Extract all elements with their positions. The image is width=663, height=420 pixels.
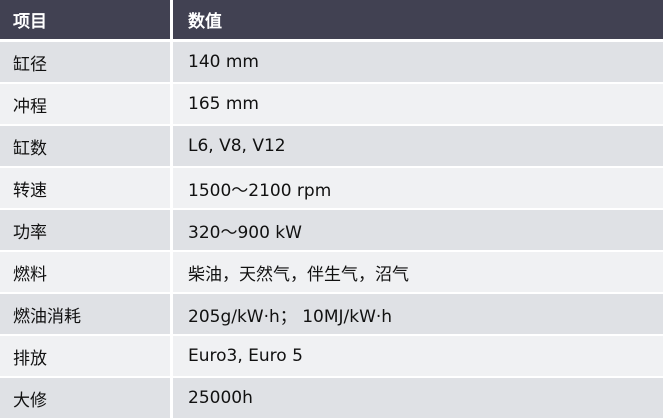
table-body: 缸径 140 mm 冲程 165 mm 缸数 L6, V8, V12 转速 1500～2100… — [0, 42, 663, 418]
value-cell: 320～900 kW — [173, 210, 663, 250]
item-cell: 转速 — [0, 168, 170, 208]
item-cell: 燃油消耗 — [0, 294, 170, 334]
table-row: 冲程 165 mm — [0, 84, 663, 124]
value-cell: 140 mm — [173, 42, 663, 82]
item-cell: 燃料 — [0, 252, 170, 292]
value-cell: 1500～2100 rpm — [173, 168, 663, 208]
value-cell: 25000h — [173, 378, 663, 418]
table-row: 燃料 柴油，天然气，伴生气，沼气 — [0, 252, 663, 292]
table-row: 缸数 L6, V8, V12 — [0, 126, 663, 166]
header-value: 数值 — [173, 0, 663, 39]
table-row: 转速 1500～2100 rpm — [0, 168, 663, 208]
table-row: 排放 Euro3, Euro 5 — [0, 336, 663, 376]
item-cell: 排放 — [0, 336, 170, 376]
table-row: 大修 25000h — [0, 378, 663, 418]
item-cell: 缸径 — [0, 42, 170, 82]
table-row: 燃油消耗 205g/kW·h； 10MJ/kW·h — [0, 294, 663, 334]
value-cell: L6, V8, V12 — [173, 126, 663, 166]
table-row: 功率 320～900 kW — [0, 210, 663, 250]
item-cell: 冲程 — [0, 84, 170, 124]
item-cell: 缸数 — [0, 126, 170, 166]
item-cell: 大修 — [0, 378, 170, 418]
header-item: 项目 — [0, 0, 170, 39]
value-cell: 165 mm — [173, 84, 663, 124]
table-row: 缸径 140 mm — [0, 42, 663, 82]
value-cell: Euro3, Euro 5 — [173, 336, 663, 376]
value-cell: 205g/kW·h； 10MJ/kW·h — [173, 294, 663, 334]
value-cell: 柴油，天然气，伴生气，沼气 — [173, 252, 663, 292]
item-cell: 功率 — [0, 210, 170, 250]
table-header: 项目 数值 — [0, 0, 663, 39]
